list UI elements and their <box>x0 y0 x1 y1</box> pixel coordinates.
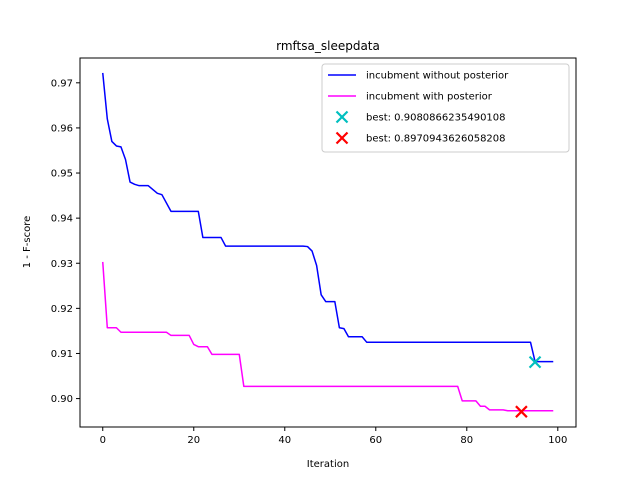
best-marker-2 <box>515 405 528 418</box>
axes-frame <box>79 57 577 428</box>
x-tick-label: 60 <box>369 435 382 446</box>
x-tick-label: 20 <box>187 435 200 446</box>
y-tick-label: 0.93 <box>51 259 73 270</box>
legend-marker-swatch <box>335 131 349 145</box>
legend-label: best: 0.8970943626058208 <box>366 134 506 145</box>
y-tick-label: 0.92 <box>51 304 73 315</box>
x-tick-label: 100 <box>548 435 567 446</box>
legend-label: incubment without posterior <box>366 71 509 82</box>
x-axis-ticks: 0 20 40 60 80 100 <box>100 427 567 446</box>
legend-label: best: 0.9080866235490108 <box>366 113 506 124</box>
plot-area <box>79 57 577 428</box>
x-axis-label: Iteration <box>307 459 349 470</box>
series-line-2 <box>102 261 554 412</box>
best-marker-1 <box>528 355 542 369</box>
legend-label: incubment with posterior <box>366 92 493 103</box>
y-tick-label: 0.97 <box>51 78 73 89</box>
y-axis-label: 1 - F-score <box>22 216 33 269</box>
best-marker-stroke <box>528 355 542 369</box>
legend: incubment without posterior incubment wit… <box>321 63 570 153</box>
legend-entry-series-2: incubment with posterior <box>328 92 493 103</box>
legend-marker-swatch <box>335 110 349 124</box>
series-layer <box>102 72 554 412</box>
legend-entry-marker-1: best: 0.9080866235490108 <box>335 110 506 124</box>
y-tick-label: 0.95 <box>51 169 73 180</box>
y-tick-label: 0.91 <box>51 349 73 360</box>
best-marker-stroke <box>515 405 528 418</box>
x-tick-label: 0 <box>100 435 106 446</box>
y-axis-ticks: 0.90 0.91 0.92 0.93 0.94 0.95 0.96 0.97 <box>51 78 80 405</box>
y-tick-label: 0.90 <box>51 394 73 405</box>
series-line-1 <box>102 72 554 363</box>
y-tick-label: 0.96 <box>51 123 73 134</box>
legend-entry-marker-2: best: 0.8970943626058208 <box>335 131 506 145</box>
chart-title: rmftsa_sleepdata <box>276 39 380 53</box>
legend-box <box>321 63 570 153</box>
legend-entries: incubment without posterior incubment wit… <box>328 71 509 145</box>
legend-entry-series-1: incubment without posterior <box>328 71 509 82</box>
marker-layer <box>515 355 542 418</box>
x-tick-label: 80 <box>460 435 473 446</box>
x-tick-label: 40 <box>278 435 291 446</box>
y-tick-label: 0.94 <box>51 214 73 225</box>
